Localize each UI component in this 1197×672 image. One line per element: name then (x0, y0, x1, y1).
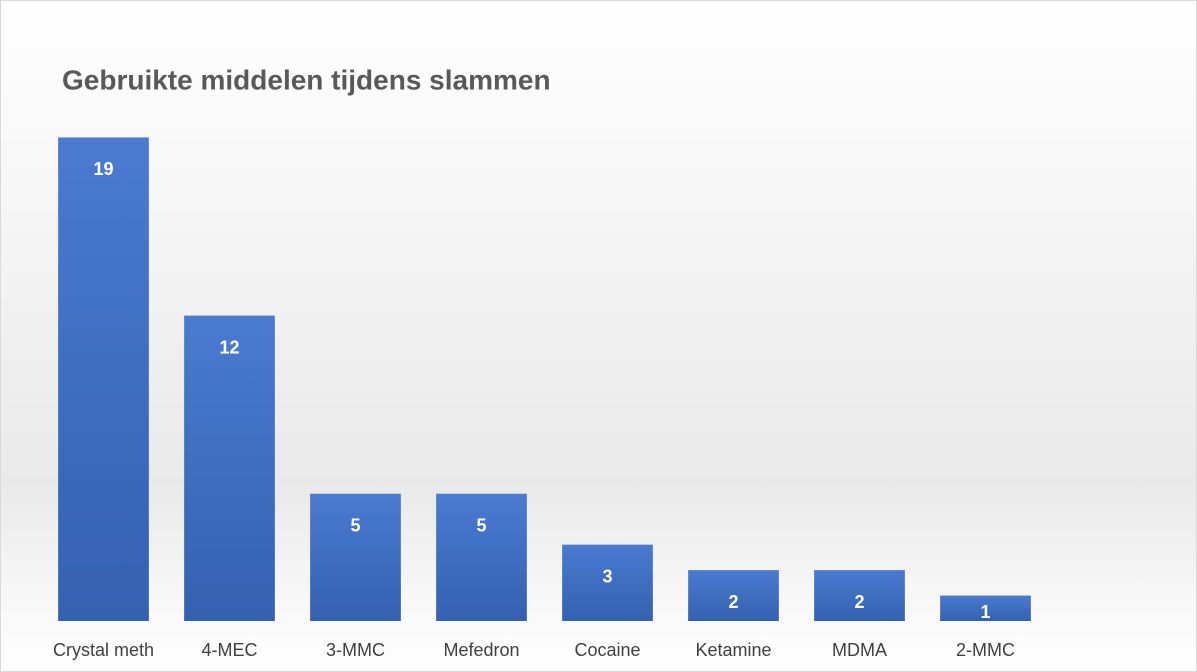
x-tick-label: Crystal meth (53, 640, 154, 660)
x-tick-label: MDMA (832, 640, 887, 660)
value-label: 5 (350, 516, 360, 536)
bar (940, 595, 1031, 621)
bar (814, 570, 905, 621)
x-tick-label: Cocaine (574, 640, 640, 660)
x-tick-label: 4-MEC (201, 640, 257, 660)
bar (562, 544, 653, 621)
chart-title: Gebruikte middelen tijdens slammen (62, 64, 551, 95)
bar (688, 570, 779, 621)
bar (184, 315, 275, 621)
value-label: 19 (93, 159, 113, 179)
value-label: 1 (980, 602, 990, 622)
value-label: 2 (854, 592, 864, 612)
bar (58, 137, 149, 621)
value-label: 5 (476, 516, 486, 536)
x-tick-label: 2-MMC (956, 640, 1015, 660)
value-label: 3 (602, 566, 612, 586)
bar (310, 493, 401, 621)
value-label: 12 (219, 337, 239, 357)
x-tick-label: Ketamine (695, 640, 771, 660)
bar (436, 493, 527, 621)
value-label: 2 (728, 592, 738, 612)
x-tick-label: 3-MMC (326, 640, 385, 660)
x-tick-label: Mefedron (443, 640, 519, 660)
